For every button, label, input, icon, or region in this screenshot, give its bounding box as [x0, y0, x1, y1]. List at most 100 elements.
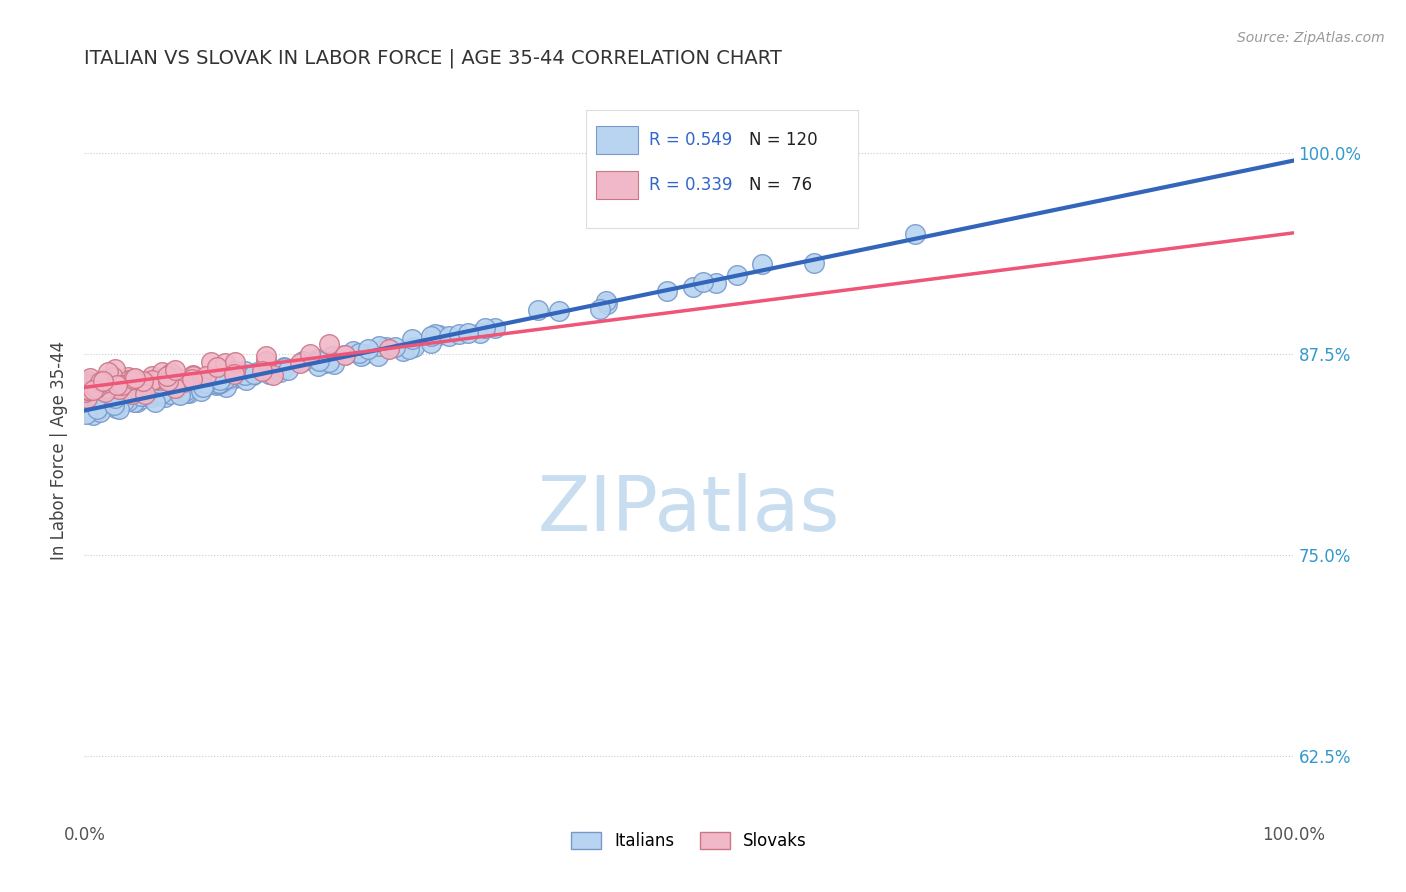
Point	[89, 405, 111, 419]
Point	[377, 342, 399, 356]
Point	[125, 394, 148, 409]
Point	[150, 385, 173, 400]
Point	[420, 328, 443, 343]
Point	[145, 372, 167, 386]
Point	[595, 293, 617, 308]
Point	[402, 340, 425, 354]
Point	[174, 385, 197, 400]
Point	[73, 401, 96, 415]
Point	[188, 380, 211, 394]
Point	[392, 343, 415, 358]
Point	[159, 366, 181, 380]
Point	[89, 376, 111, 390]
Point	[150, 365, 173, 379]
Point	[94, 372, 117, 386]
Point	[79, 371, 101, 385]
Point	[211, 376, 233, 390]
Legend: Italians, Slovaks: Italians, Slovaks	[564, 825, 814, 856]
Point	[212, 374, 235, 388]
Point	[91, 374, 114, 388]
Text: N =  76: N = 76	[749, 176, 813, 194]
Point	[101, 370, 124, 384]
Point	[235, 367, 257, 381]
Point	[156, 368, 179, 383]
Point	[93, 380, 115, 394]
FancyBboxPatch shape	[586, 110, 858, 228]
Point	[122, 394, 145, 409]
Point	[84, 379, 107, 393]
Point	[84, 381, 107, 395]
Point	[124, 370, 146, 384]
Point	[425, 327, 447, 342]
Point	[401, 332, 423, 346]
Point	[704, 276, 727, 290]
Point	[323, 357, 346, 371]
Point	[166, 371, 188, 385]
Point	[105, 401, 128, 415]
Point	[262, 368, 284, 382]
Point	[163, 381, 186, 395]
Point	[204, 378, 226, 392]
Point	[90, 401, 112, 416]
Point	[104, 395, 127, 409]
Point	[93, 376, 115, 391]
Point	[205, 360, 228, 375]
Point	[143, 395, 166, 409]
Point	[208, 376, 231, 391]
Point	[589, 301, 612, 316]
Point	[118, 373, 141, 387]
Point	[235, 373, 257, 387]
Point	[222, 367, 245, 381]
Point	[224, 364, 246, 378]
Point	[155, 385, 177, 400]
Point	[73, 384, 96, 399]
Point	[335, 348, 357, 362]
Point	[183, 368, 205, 383]
Point	[350, 349, 373, 363]
Point	[190, 384, 212, 399]
Point	[250, 364, 273, 378]
Point	[191, 380, 214, 394]
Point	[214, 380, 236, 394]
Point	[131, 389, 153, 403]
Point	[299, 347, 322, 361]
Point	[384, 340, 406, 354]
Point	[308, 354, 330, 368]
Point	[692, 276, 714, 290]
Point	[148, 388, 170, 402]
Point	[194, 376, 217, 390]
Point	[76, 384, 98, 398]
Point	[107, 376, 129, 391]
Point	[235, 364, 257, 378]
Point	[218, 371, 240, 385]
Point	[254, 349, 277, 363]
Point	[112, 394, 135, 409]
Text: ZIPatlas: ZIPatlas	[537, 473, 841, 547]
Point	[90, 398, 112, 412]
Point	[82, 383, 104, 397]
Point	[79, 374, 101, 388]
Point	[105, 380, 128, 394]
Point	[165, 382, 187, 396]
Point	[174, 384, 197, 399]
Point	[208, 376, 231, 390]
Point	[104, 362, 127, 376]
Point	[484, 321, 506, 335]
Point	[273, 359, 295, 374]
Point	[73, 374, 96, 388]
Point	[357, 342, 380, 356]
Point	[132, 374, 155, 388]
Point	[157, 374, 180, 388]
Point	[125, 371, 148, 385]
Point	[470, 326, 492, 340]
Point	[153, 390, 176, 404]
Point	[314, 356, 336, 370]
Point	[75, 407, 97, 421]
Point	[131, 375, 153, 389]
Point	[117, 394, 139, 409]
Point	[121, 387, 143, 401]
Point	[73, 376, 96, 391]
Point	[259, 368, 281, 382]
Point	[173, 383, 195, 397]
Point	[105, 378, 128, 392]
